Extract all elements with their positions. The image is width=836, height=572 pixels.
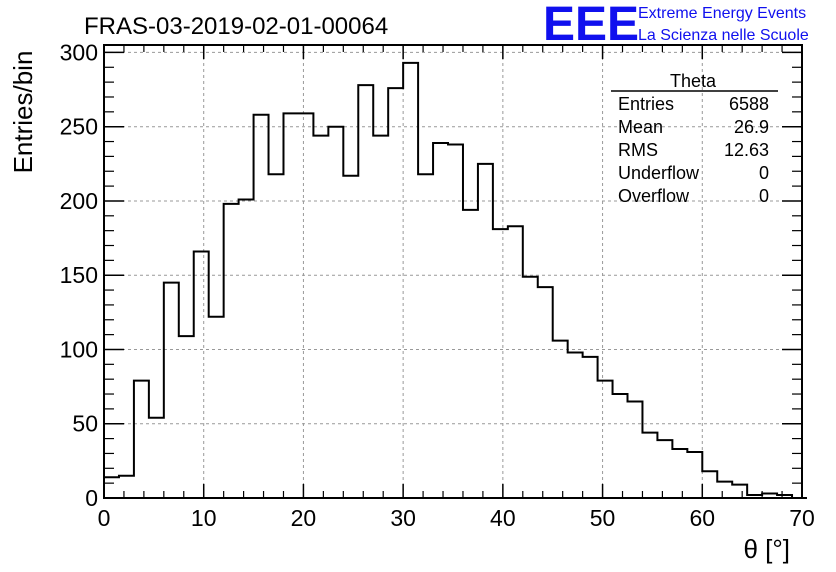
y-tick-label: 200 bbox=[60, 188, 98, 214]
stats-label: RMS bbox=[618, 140, 658, 160]
histogram-bin bbox=[523, 277, 538, 498]
logo: EEE Extreme Energy Events La Scienza nel… bbox=[543, 0, 809, 51]
histogram-bin bbox=[313, 136, 328, 498]
histogram-bin bbox=[134, 381, 149, 498]
histogram-bin bbox=[224, 204, 239, 498]
x-tick-label: 70 bbox=[789, 505, 815, 531]
histogram-bin bbox=[478, 164, 493, 498]
histogram-bin bbox=[403, 63, 418, 498]
histogram-bin bbox=[717, 482, 732, 498]
stats-label: Overflow bbox=[618, 186, 690, 206]
histogram-bin bbox=[283, 113, 298, 498]
histogram-bin bbox=[373, 136, 388, 498]
stats-label: Underflow bbox=[618, 163, 700, 183]
y-tick-label: 150 bbox=[60, 262, 98, 288]
histogram-bin bbox=[613, 394, 628, 498]
stats-title: Theta bbox=[670, 71, 717, 91]
stats-value: 12.63 bbox=[724, 140, 769, 160]
histogram-bin bbox=[358, 85, 373, 498]
histogram-bin bbox=[448, 145, 463, 498]
x-tick-labels: 0 10 20 30 40 50 60 70 bbox=[98, 505, 815, 531]
stats-value: 26.9 bbox=[734, 117, 769, 137]
histogram-bin bbox=[628, 401, 643, 498]
histogram-bin bbox=[104, 477, 119, 498]
histogram-bin bbox=[672, 449, 687, 498]
histogram-bin bbox=[493, 229, 508, 498]
y-tick-label: 300 bbox=[60, 39, 98, 65]
histogram-bin bbox=[433, 143, 448, 498]
x-tick-label: 20 bbox=[291, 505, 317, 531]
y-tick-label: 100 bbox=[60, 336, 98, 362]
histogram-bin bbox=[119, 476, 134, 498]
histogram-bin bbox=[598, 381, 613, 498]
x-tick-label: 0 bbox=[98, 505, 111, 531]
histogram-bin bbox=[538, 287, 553, 498]
histogram-bin bbox=[463, 210, 478, 498]
histogram-bin bbox=[179, 336, 194, 498]
histogram-bin bbox=[702, 471, 717, 498]
x-tick-label: 10 bbox=[191, 505, 217, 531]
logo-line-2: La Scienza nelle Scuole bbox=[638, 27, 809, 44]
y-tick-labels: 0 50 100 150 200 250 300 bbox=[60, 39, 98, 511]
y-axis-label: Entries/bin bbox=[8, 51, 38, 174]
histogram-bin bbox=[239, 199, 254, 498]
histogram-bin bbox=[418, 174, 433, 498]
x-tick-label: 30 bbox=[390, 505, 416, 531]
histogram-bin bbox=[732, 485, 747, 498]
stats-label: Mean bbox=[618, 117, 663, 137]
histogram-bin bbox=[388, 88, 403, 498]
histogram-bin bbox=[568, 352, 583, 498]
logo-mark: EEE bbox=[543, 0, 639, 51]
histogram-bin bbox=[269, 174, 284, 498]
x-tick-label: 50 bbox=[590, 505, 616, 531]
histogram-bin bbox=[328, 127, 343, 498]
x-tick-label: 60 bbox=[689, 505, 715, 531]
histogram-bin bbox=[583, 357, 598, 498]
histogram-bin bbox=[508, 226, 523, 498]
y-tick-label: 50 bbox=[72, 411, 98, 437]
x-tick-label: 40 bbox=[490, 505, 516, 531]
histogram-bin bbox=[194, 251, 209, 498]
stats-value: 0 bbox=[759, 186, 769, 206]
chart-title: FRAS-03-2019-02-01-00064 bbox=[84, 13, 388, 40]
histogram-bin bbox=[687, 452, 702, 498]
y-tick-label: 250 bbox=[60, 114, 98, 140]
stats-value: 0 bbox=[759, 163, 769, 183]
histogram-bin bbox=[657, 440, 672, 498]
histogram-bin bbox=[642, 433, 657, 498]
histogram-bin bbox=[254, 115, 269, 498]
histogram-bins bbox=[104, 63, 792, 498]
grid-lines bbox=[104, 45, 802, 498]
histogram-bin bbox=[149, 418, 164, 498]
y-tick-label: 0 bbox=[85, 485, 98, 511]
plot-frame bbox=[103, 44, 803, 499]
histogram-bin bbox=[164, 283, 179, 498]
stats-rows: Entries 6588 Mean 26.9 RMS 12.63 Underflow 0 Ove… bbox=[618, 94, 769, 206]
stats-box: Theta Entries 6588 Mean 26.9 RMS 12.63 Underfl… bbox=[611, 71, 778, 206]
stats-label: Entries bbox=[618, 94, 674, 114]
histogram-bin bbox=[343, 176, 358, 498]
histogram-bin bbox=[209, 317, 224, 498]
stats-value: 6588 bbox=[729, 94, 769, 114]
histogram-bin bbox=[298, 113, 313, 498]
logo-line-1: Extreme Energy Events bbox=[638, 5, 806, 22]
x-axis-label: θ [°] bbox=[743, 534, 790, 564]
histogram-series-line bbox=[103, 61, 807, 499]
histogram-bin bbox=[553, 341, 568, 498]
